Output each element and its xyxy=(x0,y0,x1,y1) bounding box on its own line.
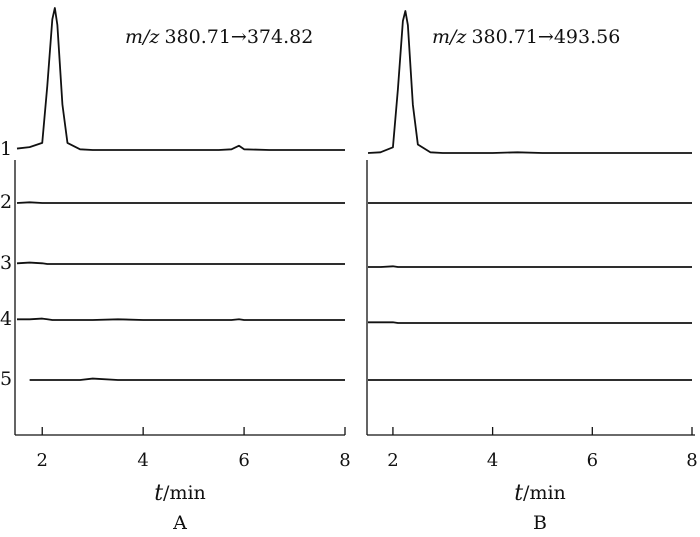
trace-line xyxy=(368,321,692,324)
x-axis-label: t/min xyxy=(514,481,566,506)
trace-label: 3 xyxy=(0,252,12,274)
trace-line xyxy=(368,265,692,268)
trace-label: 4 xyxy=(0,308,12,330)
trace-label: 5 xyxy=(0,368,12,390)
x-tick-label: 8 xyxy=(339,450,350,471)
annotation-text: 380.71→374.82 xyxy=(164,26,313,48)
x-tick-label: 6 xyxy=(587,450,598,471)
x-tick-label: 4 xyxy=(487,450,498,471)
trace-line xyxy=(16,201,345,204)
trace-label: 2 xyxy=(0,191,12,213)
x-label-unit: /min xyxy=(163,482,206,504)
trace-line xyxy=(367,10,692,154)
annotation-text: 380.71→493.56 xyxy=(471,26,620,48)
trace-line xyxy=(16,261,345,265)
trace-line xyxy=(17,317,345,321)
panel-label: A xyxy=(172,512,187,534)
x-label-var: t xyxy=(154,481,163,506)
trace-line xyxy=(16,7,345,151)
x-tick-label: 2 xyxy=(37,450,48,471)
x-tick-label: 6 xyxy=(238,450,249,471)
trace-label: 1 xyxy=(0,138,12,160)
trace-line xyxy=(29,377,345,381)
x-tick-label: 2 xyxy=(387,450,398,471)
x-label-unit: /min xyxy=(523,482,566,504)
annotation: m/z 380.71→374.82 xyxy=(125,26,313,48)
x-tick-label: 8 xyxy=(686,450,697,471)
annotation-prefix: m/z xyxy=(125,26,160,48)
x-axis-label: t/min xyxy=(154,481,206,506)
annotation-prefix: m/z xyxy=(432,26,467,48)
x-label-var: t xyxy=(514,481,523,506)
panel-label: B xyxy=(533,512,547,534)
x-tick-label: 4 xyxy=(137,450,148,471)
annotation: m/z 380.71→493.56 xyxy=(432,26,620,48)
